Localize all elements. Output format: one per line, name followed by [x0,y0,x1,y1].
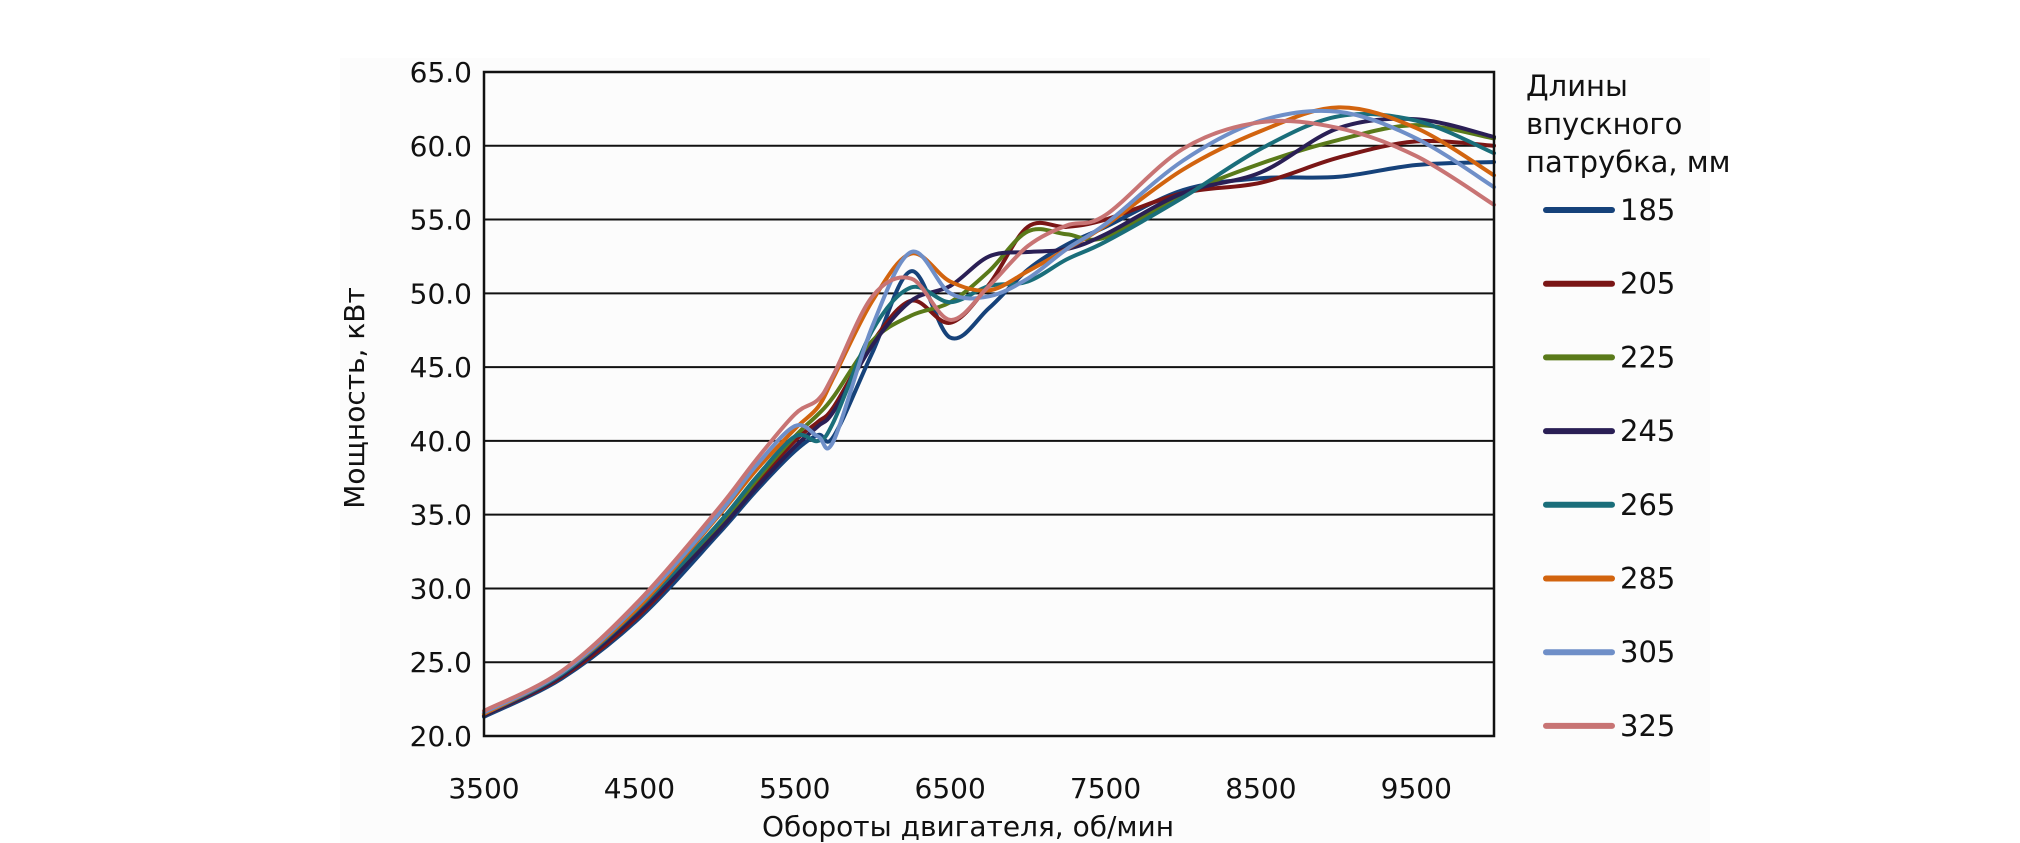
legend-items: 185 205 225 245 265 285 305 325 [1543,193,1675,743]
series-line-325 [482,118,1496,713]
legend-label-205: 205 [1620,267,1675,301]
y-tick-label: 60.0 [410,130,472,163]
legend-label-285: 285 [1620,562,1675,596]
legend-label-225: 225 [1620,340,1675,374]
y-axis-title: Мощность, кВт [338,287,371,509]
x-tick-label: 8500 [1225,772,1296,805]
x-axis-title: Обороты двигателя, об/мин [762,810,1174,843]
legend-label-305: 305 [1620,635,1675,669]
x-tick-label: 9500 [1381,772,1452,805]
axes [482,70,1496,738]
series-line-265 [482,111,1496,716]
legend-title-line-1: Длины [1526,69,1628,103]
legend-title-line-2: впускного [1526,107,1682,141]
x-tick-label: 3500 [448,772,519,805]
x-tick-label: 6500 [915,772,986,805]
y-tick-label: 35.0 [410,499,472,532]
legend-label-185: 185 [1620,193,1675,227]
series-lines [482,105,1496,719]
y-tick-labels: 20.0 25.0 30.0 35.0 40.0 45.0 50.0 55.0 60.0 65.0 [410,56,472,753]
legend-label-325: 325 [1620,709,1675,743]
x-tick-label: 7500 [1070,772,1141,805]
legend-label-265: 265 [1620,488,1675,522]
y-tick-label: 65.0 [410,56,472,89]
y-tick-label: 25.0 [410,646,472,679]
legend-label-245: 245 [1620,414,1675,448]
y-tick-label: 45.0 [410,351,472,384]
y-tick-label: 55.0 [410,204,472,237]
x-tick-label: 4500 [604,772,675,805]
series-line-185 [482,160,1496,719]
y-tick-label: 20.0 [410,720,472,753]
legend: Длины впускного патрубка, мм 185 205 225 24… [1526,69,1731,743]
x-tick-labels: 3500 4500 5500 6500 7500 8500 9500 [448,772,1452,805]
x-tick-label: 5500 [759,772,830,805]
plot-frame [482,70,1496,738]
chart-background [340,58,1710,843]
y-tick-label: 30.0 [410,572,472,605]
y-tick-label: 40.0 [410,425,472,458]
y-tick-label: 50.0 [410,277,472,310]
legend-title-line-3: патрубка, мм [1526,145,1731,179]
